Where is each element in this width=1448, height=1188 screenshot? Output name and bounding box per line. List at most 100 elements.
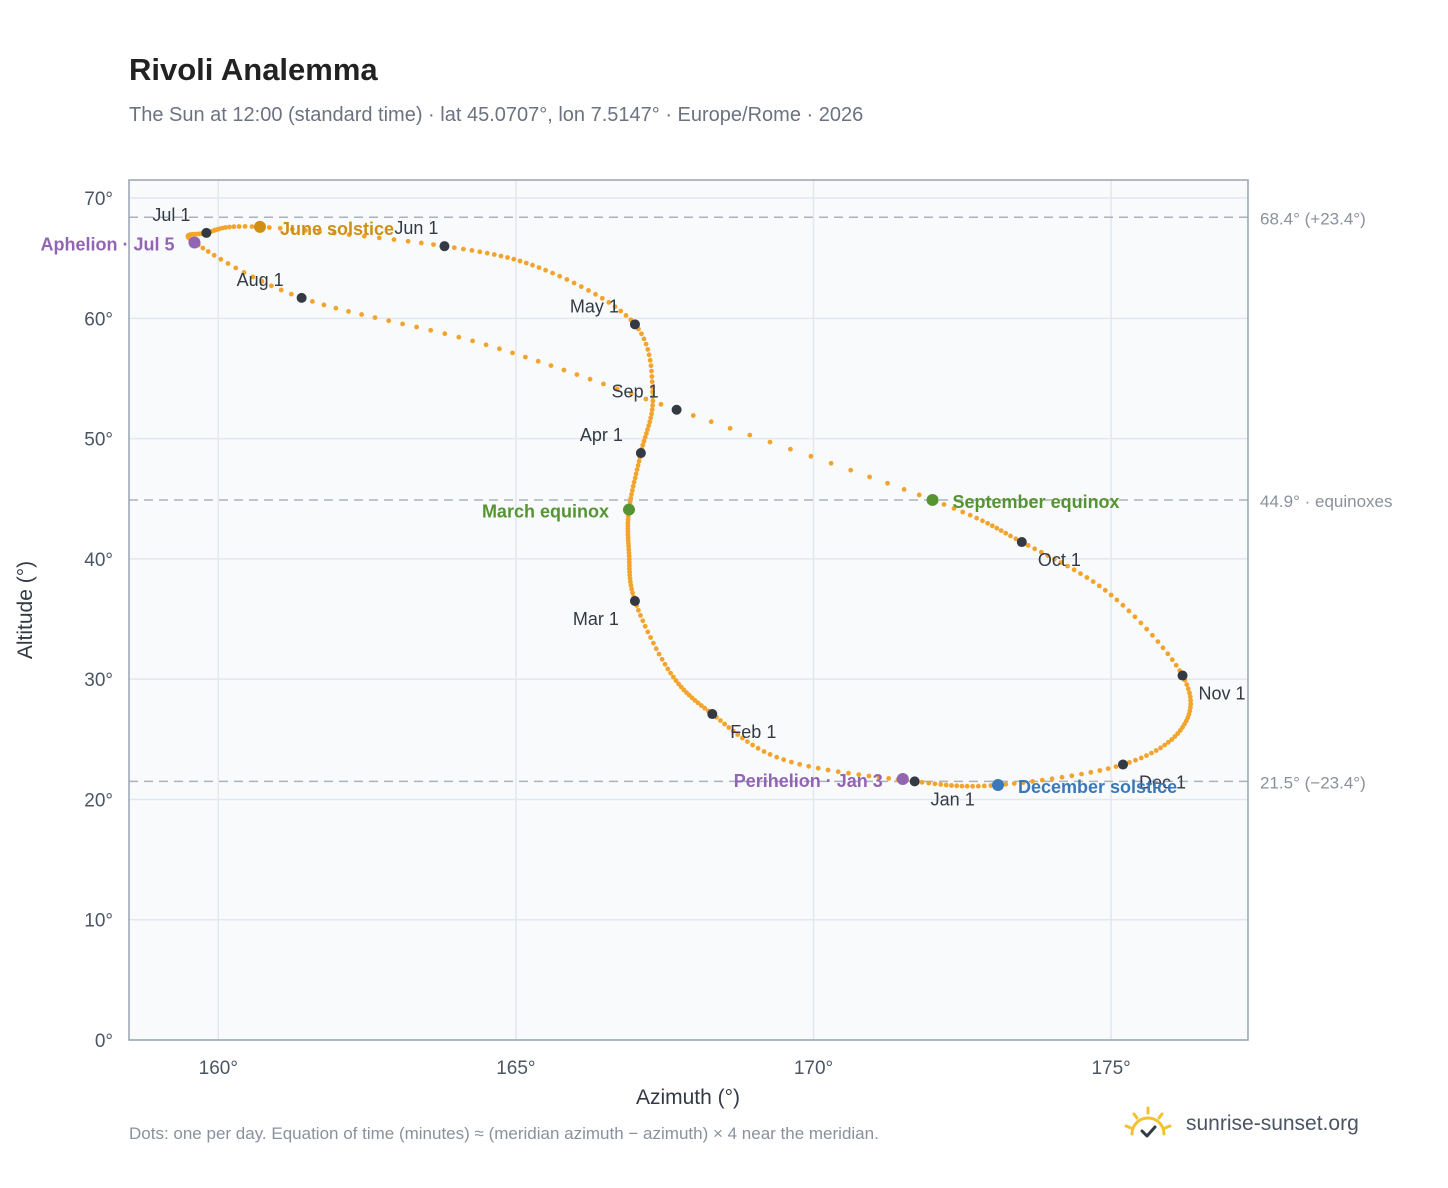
brand[interactable]: sunrise-sunset.org — [1122, 1102, 1359, 1146]
day-dot — [650, 384, 655, 390]
day-dot — [288, 291, 294, 297]
brand-name[interactable]: sunrise-sunset.org — [1186, 1112, 1359, 1135]
day-dot — [808, 453, 814, 459]
day-dot — [641, 438, 647, 444]
day-dot — [511, 256, 517, 262]
day-dot — [1153, 748, 1159, 753]
day-dot — [735, 732, 741, 737]
day-dot — [635, 463, 641, 468]
chart-title: Rivoli Analemma — [129, 52, 378, 87]
day-dot — [828, 460, 834, 466]
day-dot — [623, 313, 629, 318]
month-markers: Jan 1 Feb 1 Mar 1 Apr 1 May 1 Jun 1 Jul 1 Aug 1… — [152, 205, 1245, 809]
day-dot — [806, 763, 812, 769]
day-dot — [638, 613, 643, 618]
day-dot — [289, 226, 295, 232]
plot-frame — [128, 179, 1249, 1041]
day-dot — [227, 224, 232, 230]
day-dot — [1120, 602, 1126, 608]
day-dot — [236, 224, 242, 229]
day-dot — [727, 425, 733, 431]
day-dot — [797, 761, 803, 767]
day-dot — [1059, 774, 1065, 780]
day-dot — [561, 367, 567, 373]
x-axis-label: Azimuth (°) — [636, 1086, 740, 1109]
day-dot — [1114, 597, 1120, 603]
day-dot — [1011, 781, 1017, 786]
day-dot — [1188, 698, 1193, 703]
day-dot — [361, 233, 367, 239]
day-dot — [250, 274, 256, 280]
day-dot — [646, 423, 652, 429]
day-dot — [1126, 608, 1132, 614]
month-marker — [439, 241, 450, 252]
day-dot — [649, 368, 654, 374]
day-dot — [400, 321, 405, 327]
day-dot — [505, 255, 510, 260]
day-dot — [431, 242, 436, 248]
day-dot — [359, 312, 364, 317]
month-label: Oct 1 — [1038, 550, 1081, 570]
day-dot — [938, 782, 944, 787]
day-dot — [671, 674, 676, 680]
day-dot — [269, 283, 274, 289]
day-dot — [1088, 769, 1094, 775]
day-dot — [1113, 764, 1119, 769]
day-dot — [333, 305, 339, 311]
month-label: Feb 1 — [730, 722, 776, 742]
day-dot — [627, 499, 633, 505]
day-dot — [867, 474, 872, 480]
day-dot — [249, 224, 255, 230]
day-dot — [629, 586, 634, 592]
day-dot — [536, 265, 542, 270]
day-dot — [645, 629, 651, 635]
day-dot — [1052, 556, 1057, 562]
day-dot — [1008, 533, 1013, 539]
day-dot — [648, 635, 653, 640]
day-dot — [346, 309, 351, 314]
day-dot — [630, 488, 635, 493]
day-dot — [954, 783, 960, 789]
month-label: Jul 1 — [152, 205, 190, 225]
day-dot — [885, 480, 890, 486]
day-dot — [640, 442, 646, 448]
day-dot — [1169, 737, 1175, 742]
day-dot — [659, 656, 665, 662]
month-label: Jun 1 — [394, 218, 438, 238]
day-dot — [1169, 657, 1175, 663]
event-marker — [253, 220, 266, 233]
day-dot — [1173, 662, 1179, 668]
axis-ticks: 160° 165° 170° 175° 0° 10° 20° 30° 40° 50° 60° 70° — [84, 189, 1130, 1079]
day-dot — [932, 781, 938, 787]
day-dot — [1138, 755, 1144, 761]
day-dot — [967, 512, 973, 518]
event-label: December solstice — [1018, 777, 1177, 797]
day-dot — [1162, 742, 1167, 748]
day-dot — [331, 230, 337, 236]
day-dot — [1184, 682, 1190, 687]
day-dot — [650, 394, 656, 399]
day-dot — [755, 745, 761, 751]
day-dot — [317, 229, 322, 235]
day-dot — [498, 253, 504, 259]
day-dot — [649, 411, 654, 417]
reference-line-label: 44.9° · equinoxes — [1260, 492, 1393, 511]
day-dot — [916, 492, 922, 498]
day-dot — [1158, 745, 1163, 751]
day-dot — [1038, 549, 1044, 555]
event-marker — [992, 779, 1005, 792]
month-label: Jan 1 — [931, 789, 975, 809]
day-dot — [886, 776, 892, 781]
day-dot — [631, 479, 637, 485]
day-dot — [601, 381, 606, 387]
day-dot — [233, 265, 239, 271]
y-tick-label: 60° — [84, 309, 113, 330]
day-dot — [1030, 779, 1035, 784]
day-dot — [662, 661, 668, 667]
day-dot — [642, 623, 648, 629]
y-tick-label: 20° — [84, 790, 113, 811]
day-dot — [658, 401, 664, 407]
day-dot — [722, 721, 727, 727]
day-dot — [414, 324, 419, 330]
